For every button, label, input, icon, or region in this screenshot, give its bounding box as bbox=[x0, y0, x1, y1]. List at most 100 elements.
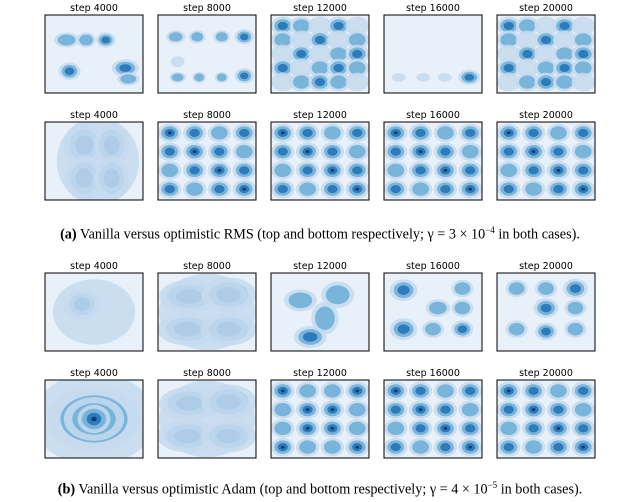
density-mode bbox=[556, 75, 574, 89]
density-mode bbox=[391, 73, 406, 82]
density-contours bbox=[45, 380, 143, 458]
density-mode bbox=[556, 47, 574, 61]
density-mode bbox=[327, 184, 338, 194]
density-contours bbox=[158, 123, 256, 199]
vanilla-rms-panel-2: step 8000 bbox=[157, 3, 257, 94]
density-mode bbox=[57, 34, 76, 46]
density-mode bbox=[327, 147, 338, 156]
panel-frame bbox=[44, 14, 144, 94]
density-mode bbox=[168, 32, 183, 42]
density-mode bbox=[556, 168, 561, 172]
density-mode bbox=[553, 405, 564, 414]
density-mode bbox=[393, 389, 398, 393]
caption-b: (b) Vanilla versus optimistic Adam (top … bbox=[0, 480, 640, 499]
density-mode bbox=[164, 147, 175, 156]
density-mode bbox=[534, 16, 558, 36]
density-contours bbox=[271, 381, 369, 457]
density-mode bbox=[528, 424, 539, 433]
panel-title: step 8000 bbox=[183, 110, 231, 121]
density-mode bbox=[302, 332, 318, 342]
density-mode bbox=[569, 284, 581, 293]
density-mode bbox=[192, 150, 197, 154]
vanilla-adam-panel-1: step 4000 bbox=[44, 261, 144, 352]
density-mode bbox=[167, 131, 172, 135]
density-mode bbox=[274, 421, 292, 436]
panel-frame bbox=[496, 121, 596, 201]
density-mode bbox=[330, 426, 335, 430]
density-mode bbox=[171, 73, 184, 82]
panel-title: step 20000 bbox=[519, 3, 573, 14]
panel-title: step 20000 bbox=[519, 110, 573, 121]
density-mode bbox=[508, 322, 525, 336]
density-mode bbox=[415, 386, 426, 396]
density-mode bbox=[326, 30, 351, 50]
panel-title: step 4000 bbox=[70, 110, 118, 121]
density-mode bbox=[559, 63, 570, 73]
density-mode bbox=[578, 49, 589, 59]
panel-frame bbox=[496, 379, 596, 459]
density-mode bbox=[578, 386, 589, 396]
density-mode bbox=[418, 408, 423, 412]
density-mode bbox=[550, 126, 567, 140]
density-mode bbox=[525, 440, 542, 454]
density-mode bbox=[355, 389, 360, 393]
density-mode bbox=[429, 301, 447, 315]
density-mode bbox=[465, 386, 476, 396]
density-mode bbox=[518, 19, 536, 33]
density-mode bbox=[311, 61, 329, 75]
density-mode bbox=[468, 187, 473, 191]
density-mode bbox=[574, 402, 592, 417]
optimistic-adam-panel-2: step 8000 bbox=[157, 368, 257, 459]
density-mode bbox=[503, 147, 514, 156]
density-mode bbox=[503, 63, 514, 73]
density-mode bbox=[440, 442, 451, 452]
density-mode bbox=[211, 126, 228, 140]
optimistic-rms-panel-2: step 8000 bbox=[157, 110, 257, 201]
density-contours bbox=[283, 281, 355, 348]
density-mode bbox=[299, 440, 316, 454]
density-mode bbox=[415, 166, 426, 175]
density-mode bbox=[465, 424, 476, 433]
density-mode bbox=[440, 184, 451, 194]
density-mode bbox=[292, 75, 310, 89]
density-mode bbox=[289, 30, 314, 50]
density-mode bbox=[348, 33, 366, 47]
density-mode bbox=[191, 32, 204, 42]
caption-a-label: (a) bbox=[60, 226, 77, 243]
density-mode bbox=[274, 402, 292, 417]
density-mode bbox=[415, 128, 426, 138]
density-mode bbox=[574, 33, 592, 47]
density-mode bbox=[553, 442, 564, 452]
density-mode bbox=[540, 303, 552, 313]
density-mode bbox=[415, 424, 426, 433]
density-mode bbox=[288, 292, 313, 309]
density-mode bbox=[503, 184, 514, 194]
density-contours bbox=[505, 278, 588, 341]
density-mode bbox=[289, 58, 314, 78]
vanilla-rms-panel-5: step 20000 bbox=[496, 3, 596, 94]
density-mode bbox=[528, 128, 539, 138]
density-mode bbox=[324, 126, 341, 140]
density-mode bbox=[443, 168, 448, 172]
caption-a-text: Vanilla versus optimistic RMS (top and b… bbox=[76, 226, 486, 243]
density-contours bbox=[389, 279, 474, 341]
panel-frame bbox=[270, 272, 370, 352]
density-mode bbox=[559, 21, 570, 31]
density-mode bbox=[296, 49, 307, 59]
panel-title: step 12000 bbox=[293, 3, 347, 14]
density-mode bbox=[355, 445, 360, 449]
density-mode bbox=[393, 131, 398, 135]
panel-title: step 16000 bbox=[406, 110, 460, 121]
density-mode bbox=[348, 402, 366, 417]
caption-b-end: in both cases). bbox=[497, 481, 583, 498]
density-mode bbox=[468, 445, 473, 449]
density-mode bbox=[355, 187, 360, 191]
vanilla-rms-panel-3: step 12000 bbox=[270, 3, 370, 94]
density-mode bbox=[497, 72, 521, 92]
density-mode bbox=[277, 184, 288, 194]
density-contours bbox=[391, 69, 481, 86]
density-mode bbox=[235, 144, 253, 159]
density-mode bbox=[186, 182, 203, 196]
density-mode bbox=[540, 77, 552, 87]
